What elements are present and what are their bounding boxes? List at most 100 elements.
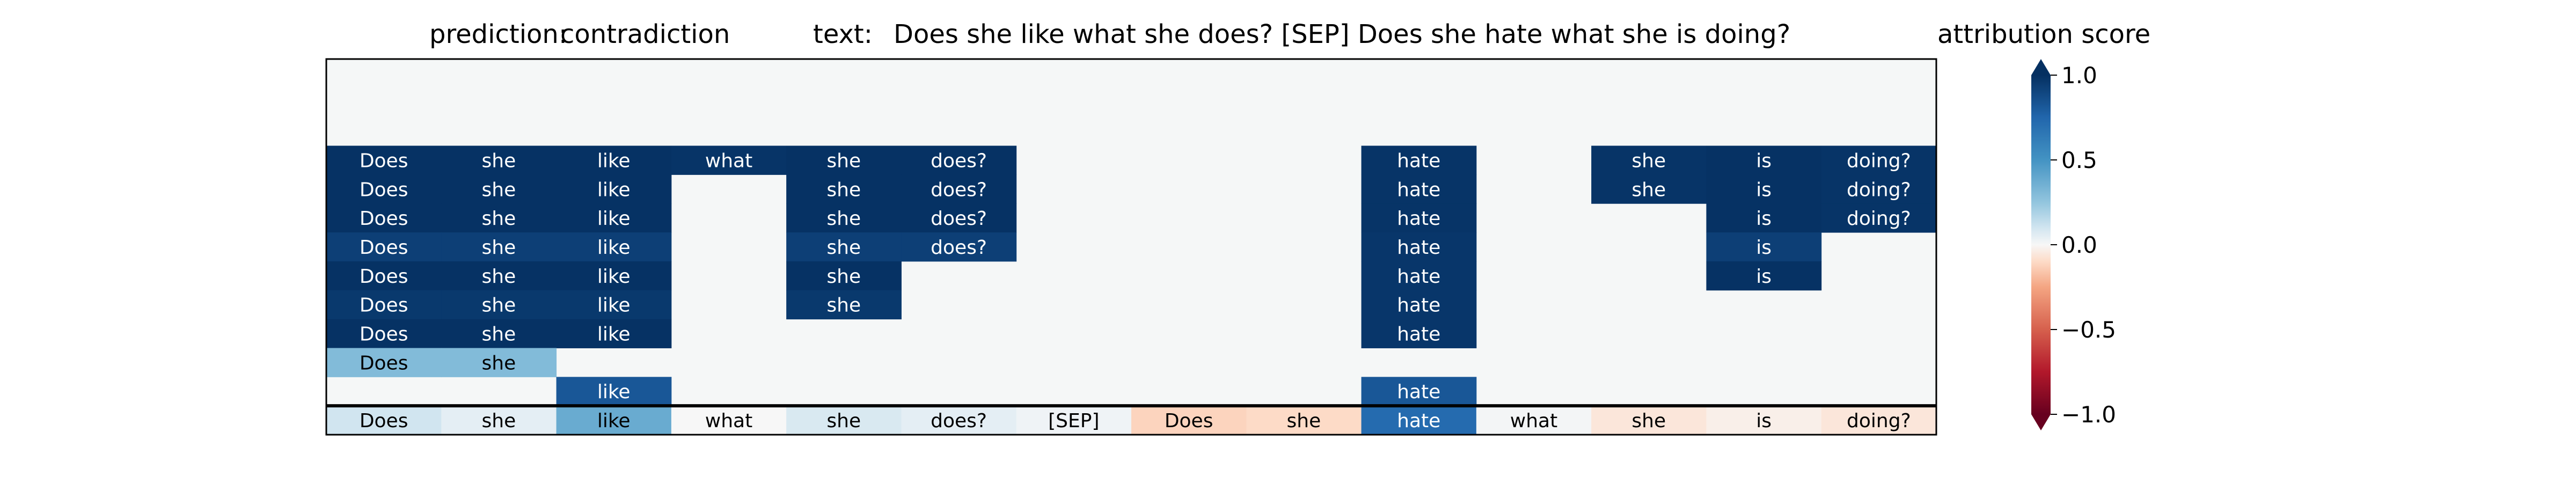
- heatmap-cell: [1706, 406, 1822, 435]
- heatmap-cell: [1361, 377, 1477, 406]
- cell-token-label: is: [1756, 410, 1772, 432]
- cell-token-label: is: [1756, 150, 1772, 172]
- colorbar-title: attribution score: [1937, 19, 2150, 49]
- cell-token-label: hate: [1397, 179, 1440, 201]
- cell-token-label: doing?: [1847, 179, 1911, 201]
- heatmap-cell: [1706, 261, 1822, 291]
- cell-token-label: she: [1631, 179, 1666, 201]
- heatmap-cells: Does she like what she does? hate she is doing? Do…: [326, 145, 1937, 435]
- cell-token-label: Does: [1165, 410, 1213, 432]
- heatmap-cell: [441, 232, 557, 262]
- heatmap-cell: [441, 174, 557, 204]
- heatmap-cell: [1361, 145, 1477, 175]
- heatmap-cell: [556, 174, 672, 204]
- heatmap-cell: [1361, 261, 1477, 291]
- cell-token-label: like: [597, 237, 631, 259]
- heatmap-cell: [556, 377, 672, 406]
- cell-token-label: Does: [360, 237, 408, 259]
- cell-token-label: does?: [931, 208, 987, 230]
- colorbar-extend-top: [2031, 59, 2051, 75]
- heatmap-cell: [1361, 290, 1477, 320]
- cell-token-label: Does: [360, 150, 408, 172]
- colorbar-tick-label: 0.0: [2061, 232, 2097, 258]
- cell-token-label: she: [482, 266, 516, 288]
- heatmap-cell: [1706, 145, 1822, 175]
- colorbar-extend-bottom: [2031, 414, 2051, 430]
- cell-token-label: Does: [360, 324, 408, 346]
- heatmap-cell: [1706, 174, 1822, 204]
- cell-token-label: Does: [360, 352, 408, 374]
- heatmap-cell: [671, 145, 787, 175]
- cell-token-label: doing?: [1847, 410, 1911, 432]
- cell-token-label: Does: [360, 179, 408, 201]
- cell-token-label: like: [597, 266, 631, 288]
- cell-token-label: she: [482, 410, 516, 432]
- cell-token-label: she: [826, 266, 861, 288]
- heatmap-cell: [671, 406, 787, 435]
- cell-token-label: hate: [1397, 266, 1440, 288]
- cell-token-label: she: [1631, 410, 1666, 432]
- cell-token-label: she: [482, 237, 516, 259]
- cell-token-label: she: [482, 208, 516, 230]
- cell-token-label: does?: [931, 410, 987, 432]
- heatmap-cell: [441, 290, 557, 320]
- heatmap-cell: [441, 319, 557, 348]
- heatmap-cell: [901, 203, 1017, 233]
- heatmap-cell: [441, 203, 557, 233]
- cell-token-label: like: [597, 179, 631, 201]
- cell-token-label: she: [826, 295, 861, 317]
- heatmap-cell: [786, 406, 902, 435]
- heatmap-cell: [1361, 232, 1477, 262]
- heatmap-cell: [786, 232, 902, 262]
- heatmap-cell: [1361, 406, 1477, 435]
- heatmap-cell: [786, 174, 902, 204]
- heatmap-cell: [556, 406, 672, 435]
- cell-token-label: she: [826, 208, 861, 230]
- heatmap-cell: [1706, 232, 1822, 262]
- cell-token-label: is: [1756, 179, 1772, 201]
- cell-token-label: hate: [1397, 237, 1440, 259]
- prediction-label: prediction:: [429, 19, 567, 49]
- heatmap-cell: [326, 232, 442, 262]
- colorbar-tick-label: 1.0: [2061, 62, 2097, 89]
- cell-token-label: she: [482, 352, 516, 374]
- cell-token-label: Does: [360, 266, 408, 288]
- heatmap-cell: [1706, 203, 1822, 233]
- cell-token-label: she: [482, 324, 516, 346]
- heatmap-cell: [326, 406, 442, 435]
- colorbar-tick-label: 0.5: [2061, 147, 2097, 173]
- cell-token-label: she: [482, 179, 516, 201]
- heatmap-cell: [556, 232, 672, 262]
- heatmap-cell: [1821, 203, 1937, 233]
- heatmap-cell: [326, 174, 442, 204]
- cell-token-label: she: [1631, 150, 1666, 172]
- heatmap-cell: [901, 406, 1017, 435]
- cell-token-label: she: [826, 237, 861, 259]
- heatmap-cell: [556, 261, 672, 291]
- heatmap-cell: [441, 145, 557, 175]
- heatmap-cell: [326, 348, 442, 377]
- heatmap-cell: [1821, 174, 1937, 204]
- heatmap-cell: [1131, 406, 1247, 435]
- heatmap-cell: [901, 174, 1017, 204]
- heatmap-cell: [556, 319, 672, 348]
- heatmap-cell: [326, 145, 442, 175]
- heatmap-cell: [901, 145, 1017, 175]
- cell-token-label: she: [482, 295, 516, 317]
- heatmap-cell: [1016, 406, 1132, 435]
- plot-frame: [325, 58, 1937, 436]
- cell-token-label: Does: [360, 208, 408, 230]
- cell-token-label: like: [597, 150, 631, 172]
- heatmap-cell: [1361, 174, 1477, 204]
- heatmap-cell: [326, 203, 442, 233]
- cell-token-label: does?: [931, 179, 987, 201]
- heatmap-cell: [1591, 145, 1707, 175]
- cell-token-label: what: [1510, 410, 1557, 432]
- cell-token-label: like: [597, 410, 631, 432]
- heatmap-cell: [326, 319, 442, 348]
- cell-token-label: is: [1756, 266, 1772, 288]
- text-label: text:: [813, 19, 873, 49]
- cell-token-label: hate: [1397, 381, 1440, 403]
- cell-token-label: does?: [931, 150, 987, 172]
